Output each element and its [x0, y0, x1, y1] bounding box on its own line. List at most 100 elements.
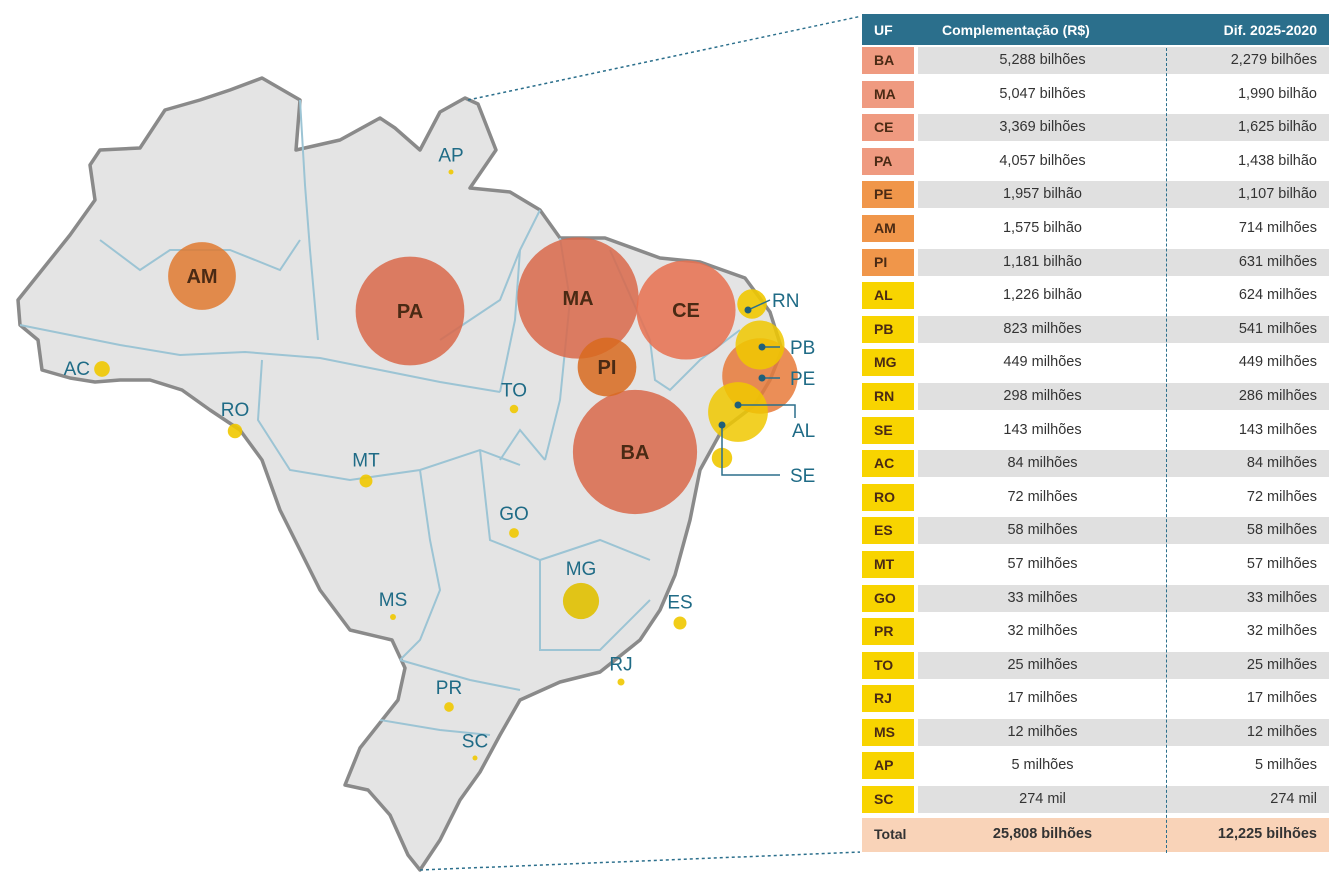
uf-code: RN — [874, 387, 895, 404]
bubble-pa — [355, 256, 465, 366]
table-row: RN 298 milhões 286 milhões — [862, 381, 1329, 415]
complementacao-value: 274 mil — [1019, 791, 1066, 808]
uf-badge: AC — [862, 450, 914, 478]
table-row: AM 1,575 bilhão 714 milhões — [862, 213, 1329, 247]
label-ma: MA — [562, 288, 593, 310]
label-to: TO — [501, 381, 527, 402]
label-se: SE — [790, 466, 815, 487]
complementacao-value: 1,575 bilhão — [1002, 219, 1082, 236]
dif-value: 32 milhões — [1246, 623, 1317, 640]
uf-code: RJ — [874, 690, 892, 707]
table-row: SC 274 mil 274 mil — [862, 784, 1329, 818]
uf-badge: BA — [862, 47, 914, 74]
row-shade — [918, 651, 1329, 679]
label-rj: RJ — [609, 654, 632, 675]
map-canvas: BA MA PA CE PE AM AL PI PB MG RN SE AC RO ES MT GO PR TO RJ… — [16, 15, 860, 872]
uf-badge: PA — [862, 147, 914, 175]
uf-code: PA — [874, 152, 893, 169]
data-table: UF Complementação (R$) Dif. 2025-2020 BA… — [862, 14, 1329, 852]
brazil-map: BA MA PA CE PE AM AL PI PB MG RN SE AC RO ES MT GO PR TO RJ… — [16, 15, 860, 872]
bubble-ap — [448, 169, 454, 175]
bubble-pi — [577, 337, 637, 397]
uf-badge: GO — [862, 584, 914, 612]
bubble-sc — [472, 755, 478, 761]
uf-code: ES — [874, 522, 893, 539]
uf-badge: AL — [862, 282, 914, 310]
bubble-go — [509, 528, 519, 538]
uf-badge: ES — [862, 517, 914, 545]
row-shade — [918, 718, 1329, 746]
complementacao-value: 3,369 bilhões — [999, 119, 1086, 136]
label-layer: BA MA PA CE PE AM AL PI PB MG RN SE AC RO ES MT GO PR TO RJ… — [64, 146, 816, 753]
label-ro: RO — [221, 400, 250, 421]
complementacao-value: 823 milhões — [1003, 320, 1082, 337]
uf-badge: SE — [862, 416, 914, 444]
uf-code: MS — [874, 723, 895, 740]
uf-code: MA — [874, 85, 896, 102]
table-row: RJ 17 milhões 17 milhões — [862, 683, 1329, 717]
callout-lines — [721, 299, 796, 476]
dif-value: 33 milhões — [1246, 589, 1317, 606]
uf-code: AL — [874, 287, 893, 304]
row-shade — [918, 450, 1329, 478]
uf-badge: MA — [862, 80, 914, 108]
label-ap: AP — [438, 146, 463, 167]
uf-code: SE — [874, 421, 893, 438]
table-total-row: Total 25,808 bilhões 12,225 bilhões — [862, 817, 1329, 852]
uf-badge: TO — [862, 651, 914, 679]
complementacao-value: 84 milhões — [1007, 455, 1078, 472]
uf-badge: SC — [862, 786, 914, 814]
bubble-ac — [94, 361, 110, 377]
uf-badge: RJ — [862, 685, 914, 713]
complementacao-value: 25 milhões — [1007, 656, 1078, 673]
uf-badge: AM — [862, 214, 914, 242]
uf-badge: CE — [862, 114, 914, 142]
label-ms: MS — [379, 590, 408, 611]
row-shade — [918, 47, 1329, 74]
uf-code: BA — [874, 52, 895, 68]
total-complementacao: 25,808 bilhões — [992, 825, 1093, 842]
label-pe: PE — [790, 369, 815, 390]
header-complementacao: Complementação (R$) — [942, 22, 1090, 38]
dif-value: 25 milhões — [1246, 656, 1317, 673]
label-ac: AC — [64, 359, 90, 380]
label-ba: BA — [621, 442, 650, 464]
table-row: GO 33 milhões 33 milhões — [862, 583, 1329, 617]
dif-value: 72 milhões — [1246, 488, 1317, 505]
table-row: SE 143 milhões 143 milhões — [862, 415, 1329, 449]
bubble-rj — [617, 678, 625, 686]
bubble-mt — [359, 474, 373, 488]
uf-code: AM — [874, 219, 896, 236]
complementacao-value: 57 milhões — [1007, 555, 1078, 572]
label-pb: PB — [790, 338, 815, 359]
connector-bottom — [419, 851, 860, 871]
uf-code: PR — [874, 623, 894, 640]
uf-code: AP — [874, 757, 894, 774]
label-mt: MT — [352, 451, 380, 472]
table-row: RO 72 milhões 72 milhões — [862, 482, 1329, 516]
row-shade — [918, 517, 1329, 545]
label-mg: MG — [566, 559, 597, 580]
uf-code: PE — [874, 186, 893, 203]
label-ce: CE — [672, 300, 700, 322]
header-dif: Dif. 2025-2020 — [1223, 22, 1317, 38]
header-uf: UF — [874, 22, 893, 38]
complementacao-value: 5,288 bilhões — [999, 52, 1086, 68]
table-row: PI 1,181 bilhão 631 milhões — [862, 247, 1329, 281]
complementacao-value: 449 milhões — [1003, 354, 1082, 371]
table-row: MA 5,047 bilhões 1,990 bilhão — [862, 79, 1329, 113]
table-row: AP 5 milhões 5 milhões — [862, 750, 1329, 784]
bubble-layer — [94, 169, 798, 761]
dif-value: 1,107 bilhão — [1237, 186, 1317, 203]
uf-badge: MG — [862, 349, 914, 377]
dif-value: 17 milhões — [1246, 690, 1317, 707]
table-row: ES 58 milhões 58 milhões — [862, 515, 1329, 549]
row-shade — [918, 248, 1329, 276]
uf-badge: MT — [862, 550, 914, 578]
uf-code: AC — [874, 455, 895, 472]
complementacao-value: 1,226 bilhão — [1002, 287, 1082, 304]
dif-value: 57 milhões — [1246, 555, 1317, 572]
label-pa: PA — [397, 301, 423, 323]
label-al: AL — [792, 421, 815, 442]
complementacao-value: 143 milhões — [1003, 421, 1082, 438]
